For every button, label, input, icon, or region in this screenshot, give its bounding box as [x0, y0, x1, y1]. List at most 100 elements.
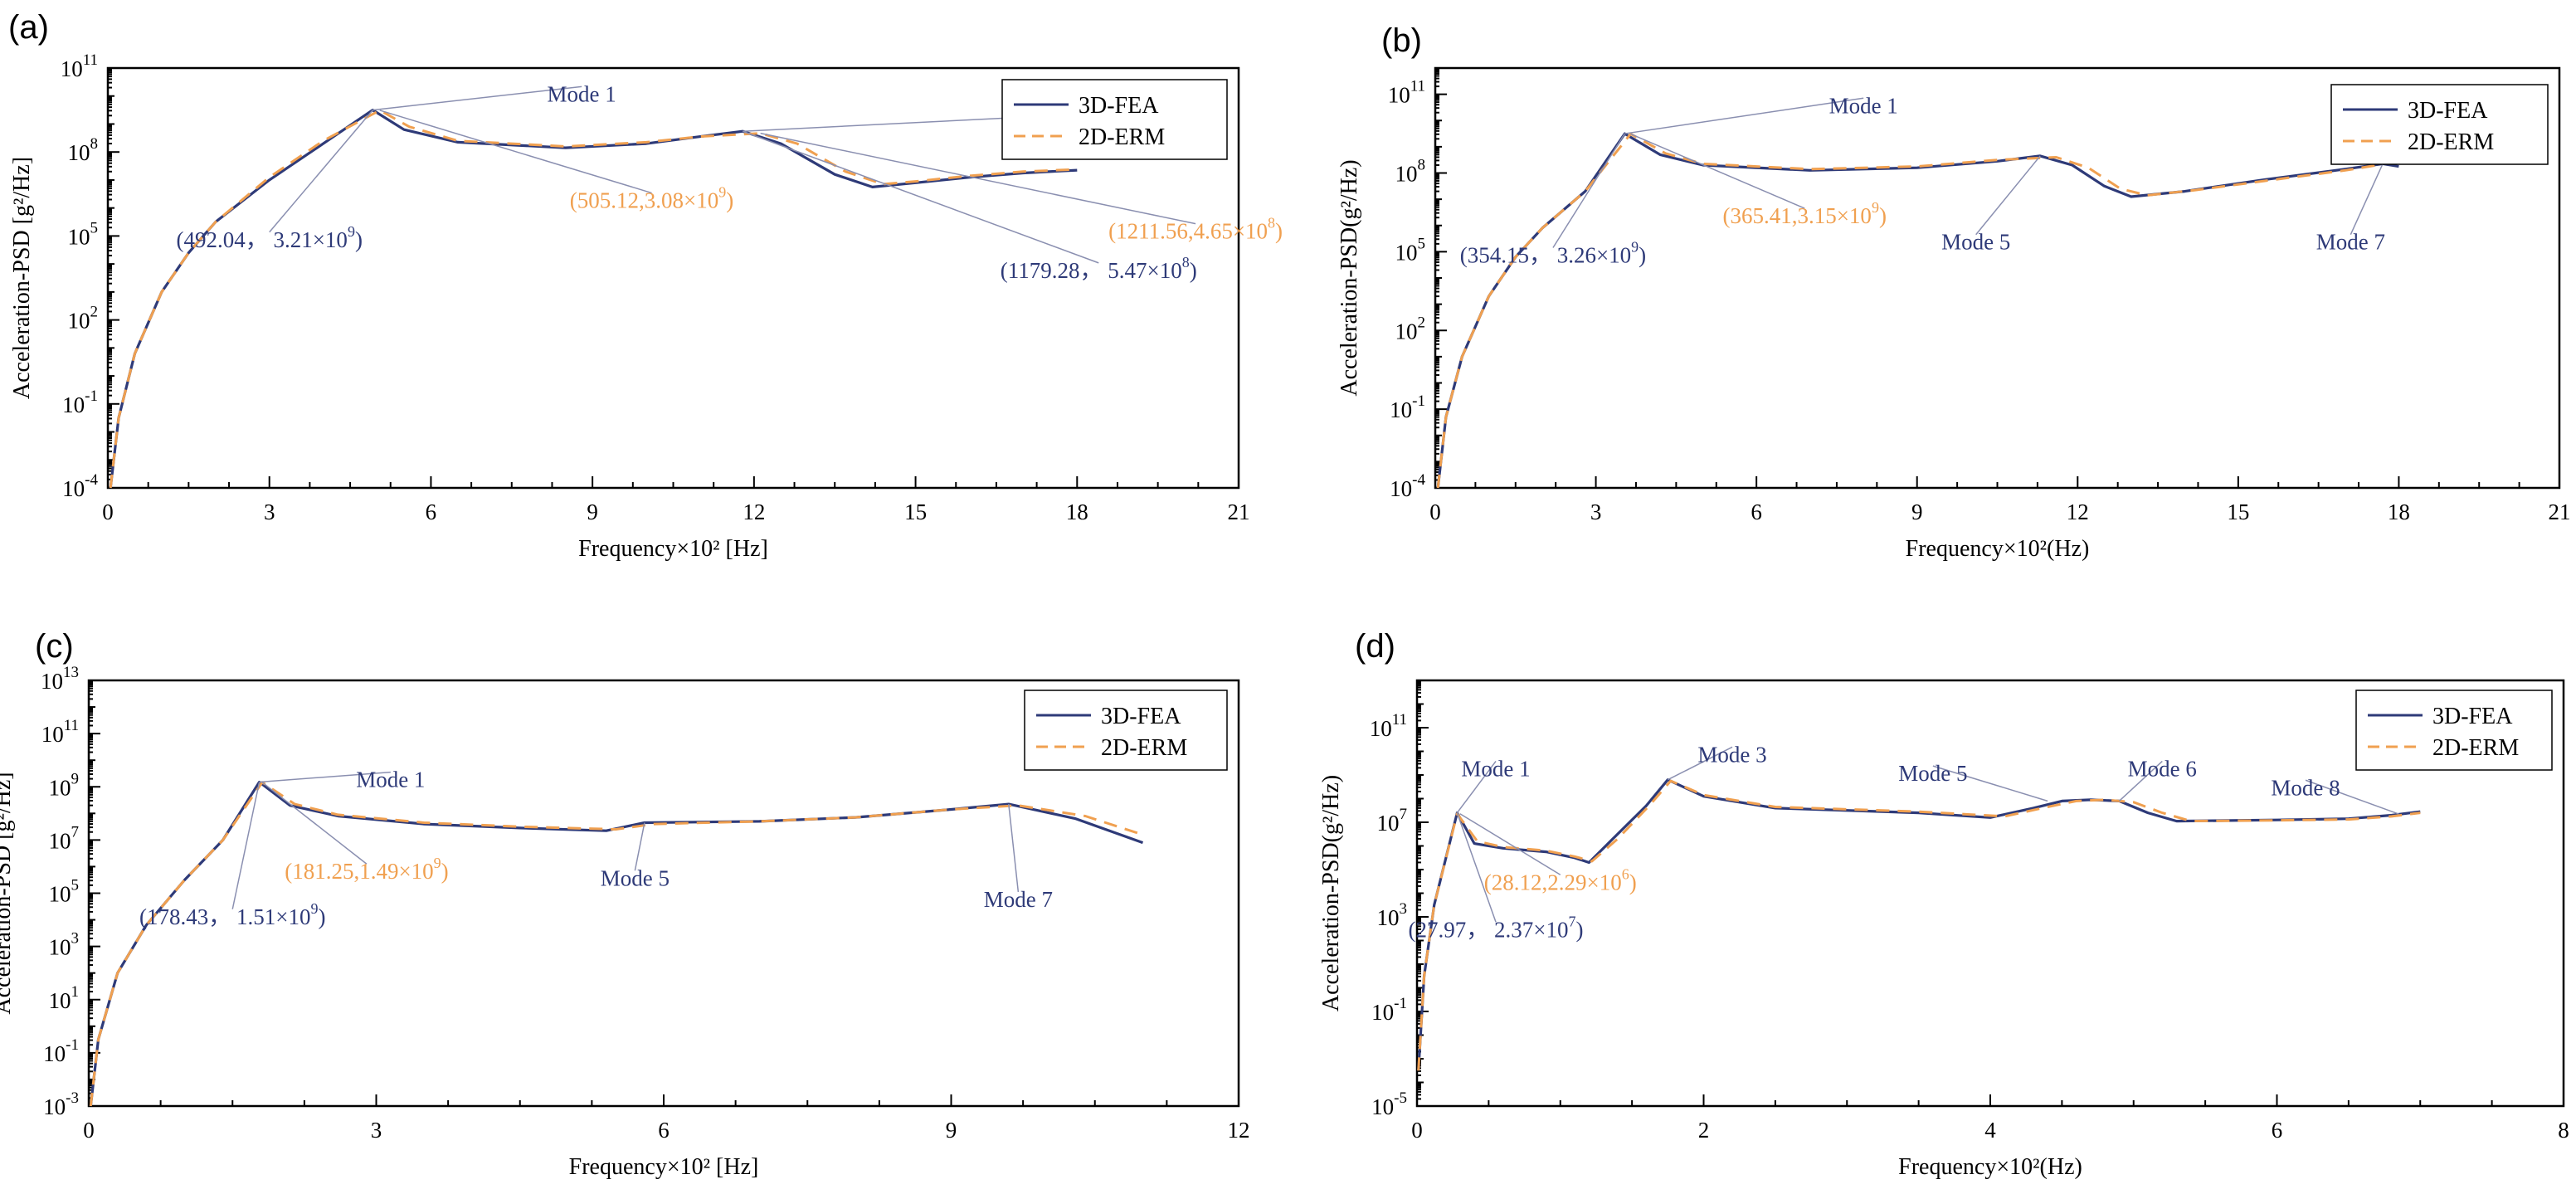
y-tick-label: 10-1	[1371, 995, 1407, 1025]
legend-entry: 3D-FEA	[1079, 93, 1159, 119]
chart-panel-1: (b) 0 3 6 9 12 15 18 21 10-4 10-1 102 105 108 1011 Freq…	[1337, 22, 2571, 562]
x-axis-label: Frequency×10²(Hz)	[1906, 536, 2090, 562]
chart-panel-3: (d) 0 2 4 6 8 10-5 10-1 103 107 1011 Frequency×10²(…	[1318, 628, 2569, 1180]
annotation-label: Mode 5	[601, 865, 670, 890]
panel-label: (d)	[1355, 628, 1395, 665]
x-tick-label: 0	[1411, 1118, 1423, 1143]
annotation-label: Mode 1	[548, 81, 616, 106]
annotation-leader	[1975, 155, 2041, 236]
y-tick-label: 10-1	[62, 387, 98, 417]
legend-box	[2355, 690, 2553, 771]
legend-entry: 2D-ERM	[1079, 124, 1165, 150]
annotation-leader	[269, 110, 373, 233]
y-tick-label: 109	[49, 770, 80, 800]
annotation-leader	[2350, 163, 2384, 236]
x-tick-label: 6	[2272, 1118, 2283, 1143]
chart-panel-2: (c) 0 3 6 9 12 10-3 10-1 101 103 105 107 109 1011 1013…	[0, 628, 1250, 1180]
annotation-leader	[231, 782, 261, 909]
annotation-leader	[742, 130, 1099, 264]
y-tick-label: 10-4	[62, 471, 98, 501]
series-line-3d-fea	[1436, 132, 2399, 489]
x-tick-label: 6	[1751, 500, 1762, 524]
annotation-label: Mode 5	[1898, 761, 1967, 786]
y-tick-label: 108	[1395, 157, 1426, 187]
x-axis-label: Frequency×10² [Hz]	[578, 536, 768, 562]
annotation-label: (354.15， 3.26×109)	[1460, 239, 1646, 268]
legend-entry: 3D-FEA	[2408, 98, 2488, 124]
annotation-label: (1179.28， 5.47×108)	[1001, 254, 1197, 283]
annotation-label: (1211.56,4.65×108)	[1108, 215, 1283, 244]
annotation-leader	[379, 110, 652, 194]
x-tick-label: 12	[2067, 500, 2089, 524]
series-line-2d-erm	[109, 109, 1078, 489]
series-line-3d-fea	[109, 109, 1078, 489]
x-tick-label: 21	[1228, 500, 1250, 524]
annotation-leader	[259, 771, 391, 783]
x-tick-label: 9	[587, 500, 598, 524]
y-tick-label: 108	[68, 135, 99, 165]
y-tick-label: 103	[49, 930, 80, 960]
x-tick-label: 2	[1698, 1118, 1710, 1143]
y-tick-label: 101	[49, 983, 80, 1013]
legend-box	[1001, 79, 1228, 160]
annotation-leader	[1459, 813, 1561, 875]
annotation-label: Mode 6	[2128, 756, 2197, 781]
y-tick-label: 107	[1377, 806, 1408, 836]
y-tick-label: 10-1	[1390, 392, 1425, 422]
y-tick-label: 103	[1377, 900, 1408, 930]
annotation-label: Mode 3	[1697, 742, 1766, 767]
y-tick-label: 10-5	[1371, 1089, 1407, 1119]
x-tick-label: 6	[658, 1118, 670, 1143]
x-tick-label: 0	[102, 500, 114, 524]
annotation-leader	[2118, 760, 2163, 802]
x-tick-label: 15	[904, 500, 927, 524]
annotation-leader	[1552, 133, 1626, 248]
x-tick-label: 3	[1590, 500, 1602, 524]
annotation-leader	[2305, 779, 2399, 815]
annotation-leader	[373, 85, 582, 111]
x-tick-label: 12	[743, 500, 765, 524]
annotation-leader	[1630, 133, 1805, 209]
x-tick-label: 3	[264, 500, 275, 524]
y-axis-label: Acceleration-PSD [g²/Hz]	[9, 157, 35, 399]
annotation-leader	[1667, 746, 1733, 781]
annotation-leader	[1932, 765, 2048, 802]
y-tick-label: 105	[49, 877, 80, 907]
y-tick-label: 107	[49, 823, 80, 853]
annotation-label: (28.12,2.29×106)	[1484, 865, 1637, 894]
y-axis-label: Acceleration-PSD [g²/Hz]	[0, 772, 16, 1014]
y-tick-label: 1011	[61, 51, 98, 81]
annotation-leader	[1624, 97, 1864, 134]
annotation-leader	[1456, 760, 1497, 814]
x-tick-label: 12	[1228, 1118, 1250, 1143]
annotation-label: (492.04， 3.21×109)	[176, 223, 362, 252]
y-tick-label: 1013	[41, 664, 79, 694]
annotation-leader	[634, 822, 645, 871]
series-line-3d-fea	[1417, 778, 2421, 1071]
legend-box	[1024, 690, 1228, 771]
legend-entry: 2D-ERM	[2432, 735, 2519, 761]
y-tick-label: 102	[1395, 314, 1426, 344]
x-tick-label: 8	[2558, 1118, 2569, 1143]
y-tick-label: 105	[1395, 235, 1426, 265]
annotation-label: (181.25,1.49×109)	[285, 855, 448, 884]
y-axis-label: Acceleration-PSD(g²/Hz)	[1337, 159, 1362, 396]
x-tick-label: 6	[426, 500, 437, 524]
y-tick-label: 10-4	[1390, 471, 1425, 501]
annotation-label: (365.41,3.15×109)	[1722, 199, 1886, 228]
legend-entry: 3D-FEA	[1101, 704, 1181, 729]
annotation-leader	[1456, 812, 1497, 923]
annotation-label: Mode 7	[2316, 230, 2385, 255]
annotation-label: Mode 1	[1461, 756, 1530, 781]
x-tick-label: 18	[1066, 500, 1088, 524]
x-tick-label: 18	[2388, 500, 2410, 524]
annotation-label: (27.97， 2.37×107)	[1409, 913, 1584, 942]
annotation-leader	[261, 782, 368, 865]
panel-label: (a)	[8, 9, 49, 46]
panel-label: (c)	[35, 628, 74, 665]
x-axis-label: Frequency×10² [Hz]	[569, 1154, 759, 1180]
y-tick-label: 105	[68, 219, 99, 249]
x-tick-label: 9	[1911, 500, 1923, 524]
x-tick-label: 3	[371, 1118, 382, 1143]
panel-label: (b)	[1381, 22, 1422, 59]
